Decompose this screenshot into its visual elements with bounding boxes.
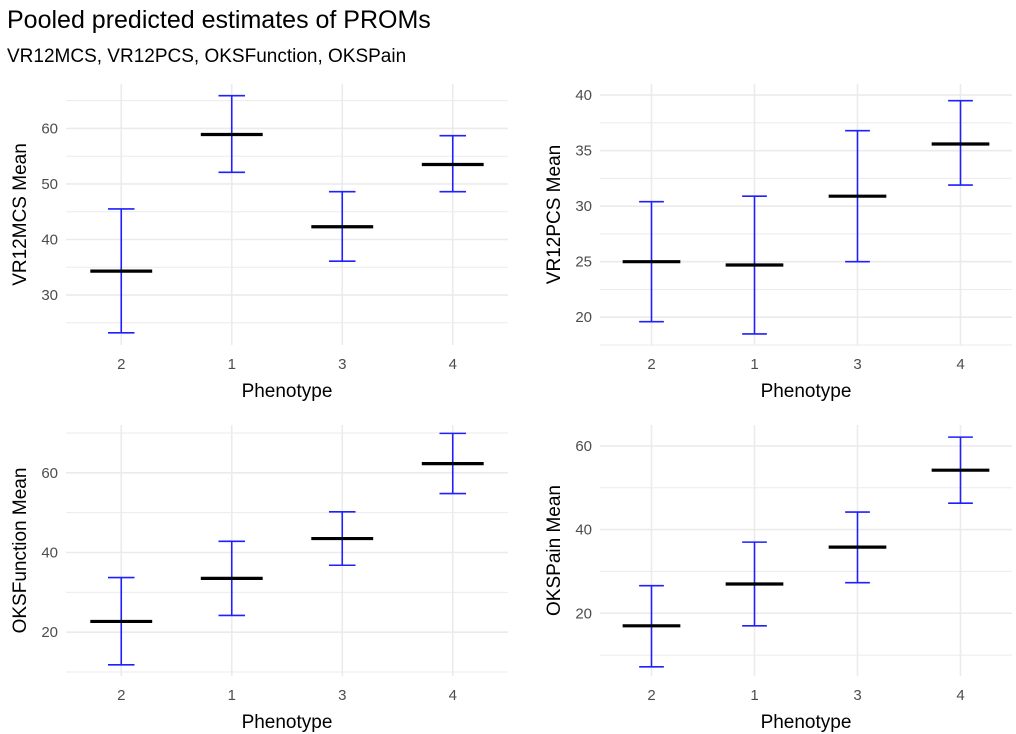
y-tick-label: 50	[41, 176, 58, 193]
y-axis-title: OKSFunction Mean	[10, 468, 31, 634]
errorbar	[311, 190, 374, 262]
y-tick-label: 60	[41, 120, 58, 137]
x-axis-title: Phenotype	[761, 712, 852, 733]
x-tick-label: 3	[853, 356, 861, 373]
errorbar	[622, 200, 681, 323]
y-tick-label: 40	[41, 231, 58, 248]
errorbar	[828, 129, 887, 263]
x-tick-label: 2	[117, 356, 125, 373]
y-tick-label: 35	[575, 143, 592, 160]
y-axis-title: VR12PCS Mean	[544, 145, 565, 284]
x-axis-title: Phenotype	[242, 381, 333, 402]
errorbar	[200, 94, 263, 174]
y-axis-title: OKSPain Mean	[544, 485, 565, 616]
y-axis-title: VR12MCS Mean	[10, 143, 31, 286]
errorbar	[622, 584, 681, 668]
errorbar	[200, 540, 263, 617]
y-tick-label: 25	[575, 254, 592, 271]
errorbar	[931, 436, 990, 505]
y-tick-label: 60	[41, 465, 58, 482]
y-tick-label: 30	[575, 198, 592, 215]
errorbar	[725, 195, 784, 335]
x-tick-label: 3	[338, 687, 346, 704]
x-tick-label: 3	[338, 356, 346, 373]
errorbar	[311, 511, 374, 567]
errorbar	[90, 208, 153, 334]
x-tick-label: 2	[647, 687, 655, 704]
y-tick-label: 40	[575, 87, 592, 104]
y-tick-label: 20	[41, 624, 58, 641]
panel-1: 30 40 50 60 2 1 3 4 Phenotype VR12MCS Mean	[10, 84, 508, 402]
panel-4: 20 40 60 2 1 3 4 Phenotype OKSPain Mean	[544, 425, 1012, 733]
errorbar	[421, 134, 484, 193]
panel-2: 20 25 30 35 40 2 1 3 4 Phenotype VR12PCS Mean	[544, 84, 1012, 402]
x-axis-title: Phenotype	[761, 381, 852, 402]
x-tick-label: 4	[956, 687, 964, 704]
x-axis-title: Phenotype	[242, 712, 333, 733]
x-tick-label: 4	[449, 687, 457, 704]
y-tick-label: 60	[575, 438, 592, 455]
x-tick-label: 3	[853, 687, 861, 704]
y-tick-label: 20	[575, 605, 592, 622]
x-tick-label: 4	[449, 356, 457, 373]
y-tick-label: 40	[41, 544, 58, 561]
x-tick-label: 1	[750, 356, 758, 373]
x-tick-label: 1	[228, 356, 236, 373]
x-tick-label: 2	[117, 687, 125, 704]
y-tick-label: 40	[575, 522, 592, 539]
x-tick-label: 1	[228, 687, 236, 704]
x-tick-label: 1	[750, 687, 758, 704]
errorbar	[90, 576, 153, 666]
chart-subtitle: VR12MCS, VR12PCS, OKSFunction, OKSPain	[7, 46, 407, 67]
errorbar	[828, 511, 887, 584]
errorbar	[931, 99, 990, 186]
x-tick-label: 2	[647, 356, 655, 373]
y-tick-label: 20	[575, 309, 592, 326]
chart-title: Pooled predicted estimates of PROMs	[7, 6, 431, 34]
y-tick-label: 30	[41, 287, 58, 304]
x-tick-label: 4	[956, 356, 964, 373]
errorbar	[725, 541, 784, 627]
panel-3: 20 40 60 2 1 3 4 Phenotype OKSFunction Mean	[10, 425, 508, 733]
errorbar	[421, 432, 484, 495]
